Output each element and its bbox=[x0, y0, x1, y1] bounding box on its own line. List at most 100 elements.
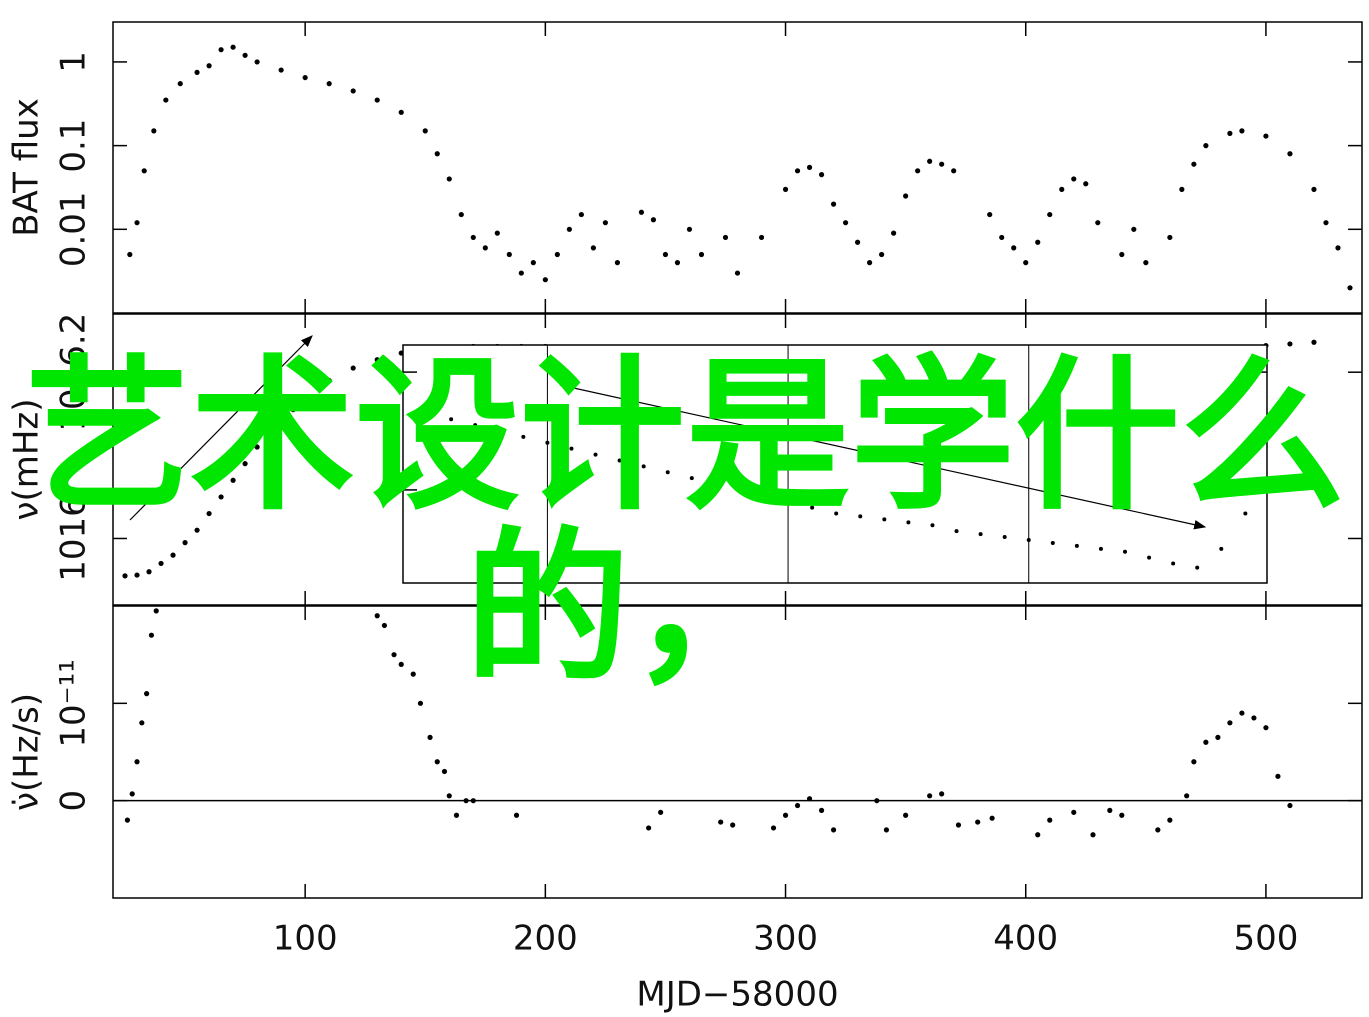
data-point bbox=[1123, 549, 1128, 554]
data-point bbox=[494, 230, 500, 236]
data-point bbox=[782, 186, 789, 192]
data-point bbox=[1239, 128, 1245, 134]
data-point bbox=[1215, 734, 1221, 741]
data-point bbox=[593, 452, 598, 457]
data-point bbox=[302, 74, 308, 81]
x-tick-label: 200 bbox=[513, 919, 578, 959]
data-point bbox=[134, 572, 140, 578]
data-point bbox=[951, 168, 957, 174]
data-point bbox=[915, 168, 921, 174]
data-point bbox=[381, 622, 388, 629]
data-point bbox=[1191, 161, 1197, 167]
data-point bbox=[290, 407, 296, 413]
data-point bbox=[254, 444, 260, 450]
data-point bbox=[470, 798, 476, 804]
data-point bbox=[818, 172, 825, 178]
data-point bbox=[1119, 812, 1125, 818]
data-point bbox=[425, 411, 430, 416]
data-point bbox=[326, 81, 332, 87]
data-point bbox=[542, 277, 548, 283]
axes-frame bbox=[112, 21, 1363, 314]
data-point bbox=[891, 230, 897, 236]
data-point bbox=[148, 632, 155, 638]
data-point bbox=[374, 357, 380, 363]
data-point bbox=[999, 234, 1005, 241]
data-point bbox=[874, 798, 880, 804]
data-point bbox=[453, 812, 460, 818]
data-point bbox=[1195, 565, 1200, 570]
data-point bbox=[326, 377, 332, 384]
data-point bbox=[139, 720, 145, 726]
data-point bbox=[1263, 133, 1269, 139]
data-point bbox=[770, 825, 777, 831]
data-point bbox=[441, 768, 448, 775]
data-point bbox=[242, 52, 248, 58]
data-point bbox=[521, 434, 526, 439]
data-point bbox=[1035, 239, 1041, 245]
data-point bbox=[879, 251, 885, 258]
data-point bbox=[278, 67, 284, 73]
y-axis-label: ν(mHz) bbox=[7, 398, 47, 520]
data-point bbox=[1155, 827, 1161, 833]
y-tick-label: 1016.2 bbox=[54, 313, 94, 432]
arrow bbox=[129, 335, 313, 521]
data-point bbox=[1287, 341, 1293, 347]
data-point bbox=[641, 464, 646, 469]
data-point bbox=[151, 128, 157, 134]
data-point bbox=[758, 234, 765, 241]
data-point bbox=[1035, 832, 1041, 838]
data-point bbox=[1311, 339, 1317, 345]
data-point bbox=[254, 59, 260, 65]
data-point bbox=[1119, 251, 1125, 258]
data-point bbox=[883, 827, 890, 833]
data-point bbox=[163, 97, 169, 103]
y-tick-label: 0.1 bbox=[54, 119, 94, 173]
data-point bbox=[713, 482, 718, 487]
data-point bbox=[144, 691, 150, 697]
y-tick-label: 0.01 bbox=[54, 191, 94, 267]
data-point bbox=[427, 734, 433, 741]
data-point bbox=[794, 802, 801, 809]
data-point bbox=[1059, 186, 1065, 192]
inset: 24 bbox=[376, 344, 1269, 584]
data-point bbox=[124, 817, 131, 823]
data-point bbox=[410, 671, 416, 677]
data-point bbox=[658, 809, 664, 815]
x-tick-label: 500 bbox=[1233, 919, 1298, 959]
data-point bbox=[1098, 546, 1103, 551]
axes-frame bbox=[112, 605, 1363, 899]
data-point bbox=[1095, 220, 1101, 226]
data-point bbox=[718, 819, 724, 825]
data-point bbox=[1287, 151, 1293, 157]
data-point bbox=[662, 251, 669, 258]
data-point bbox=[818, 807, 825, 814]
data-point bbox=[1243, 511, 1248, 516]
data-point bbox=[1347, 285, 1353, 291]
x-tick-label: 100 bbox=[273, 919, 338, 959]
y-axis-label: ν̇(Hz/s) bbox=[7, 693, 47, 811]
data-point bbox=[954, 529, 959, 534]
data-point bbox=[530, 260, 536, 266]
data-point bbox=[1311, 186, 1317, 192]
data-point bbox=[906, 520, 911, 525]
data-point bbox=[578, 211, 584, 218]
data-point bbox=[689, 476, 694, 481]
data-point bbox=[170, 552, 176, 558]
data-point bbox=[927, 158, 933, 164]
y-tick-label: 10⁻¹¹ bbox=[54, 659, 94, 747]
data-point bbox=[1050, 540, 1055, 545]
data-point bbox=[458, 211, 464, 218]
data-point bbox=[218, 494, 224, 500]
data-point bbox=[989, 815, 995, 821]
data-point bbox=[518, 270, 524, 276]
data-point bbox=[1219, 546, 1224, 551]
y-tick-label: 1016 bbox=[54, 495, 94, 582]
data-point bbox=[350, 365, 356, 371]
data-point bbox=[1023, 260, 1029, 266]
data-point bbox=[398, 109, 404, 115]
data-point bbox=[665, 470, 670, 475]
data-point bbox=[686, 226, 693, 232]
data-point bbox=[146, 569, 152, 575]
data-point bbox=[806, 796, 813, 802]
